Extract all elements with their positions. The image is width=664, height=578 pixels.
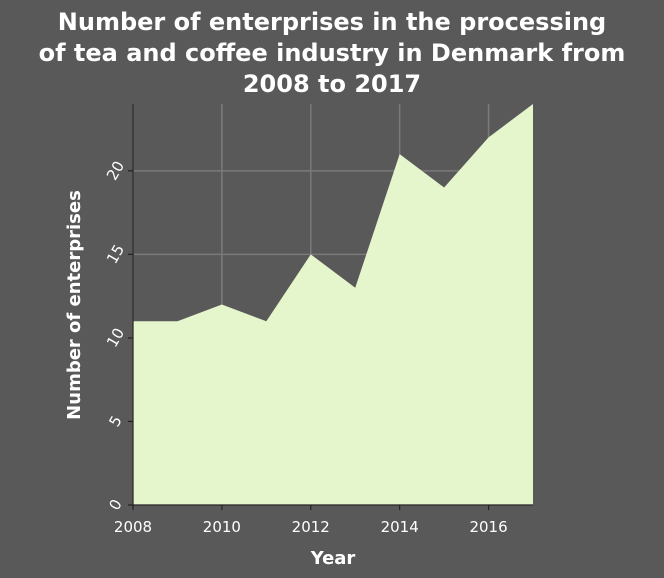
chart-title-line-3: 2008 to 2017 bbox=[243, 70, 421, 98]
chart-title-line-1: Number of enterprises in the processing bbox=[58, 8, 606, 36]
chart-title: Number of enterprises in the processing … bbox=[39, 8, 626, 98]
x-tick-label: 2010 bbox=[203, 518, 241, 536]
area-series bbox=[133, 104, 533, 505]
y-tick-label: 10 bbox=[103, 325, 128, 351]
x-tick-label: 2008 bbox=[114, 518, 152, 536]
x-tick-label: 2014 bbox=[381, 518, 419, 536]
y-tick-label: 5 bbox=[105, 413, 125, 430]
y-tick-label: 20 bbox=[103, 158, 128, 184]
axes bbox=[128, 104, 533, 510]
y-axis-label: Number of enterprises bbox=[64, 190, 85, 420]
chart-title-line-2: of tea and coffee industry in Denmark fr… bbox=[39, 39, 626, 67]
x-axis-label: Year bbox=[310, 548, 356, 569]
x-tick-label: 2016 bbox=[469, 518, 507, 536]
y-tick-labels: 0 5 10 15 20 bbox=[103, 158, 128, 514]
y-tick-label: 0 bbox=[105, 496, 125, 513]
x-tick-labels: 2008 2010 2012 2014 2016 bbox=[114, 518, 508, 536]
x-tick-label: 2012 bbox=[292, 518, 330, 536]
y-tick-label: 15 bbox=[103, 241, 128, 267]
